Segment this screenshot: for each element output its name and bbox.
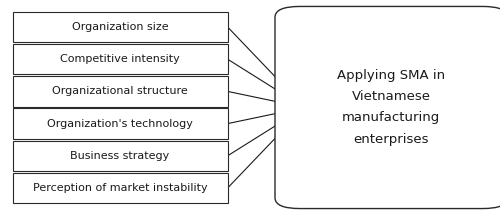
FancyBboxPatch shape	[12, 12, 228, 42]
Text: Applying SMA in
Vietnamese
manufacturing
enterprises: Applying SMA in Vietnamese manufacturing…	[337, 69, 446, 146]
FancyBboxPatch shape	[12, 141, 228, 171]
Text: Business strategy: Business strategy	[70, 151, 170, 161]
Text: Organization's technology: Organization's technology	[47, 119, 193, 129]
Text: Perception of market instability: Perception of market instability	[32, 183, 208, 193]
FancyBboxPatch shape	[12, 173, 228, 203]
FancyBboxPatch shape	[12, 76, 228, 107]
FancyBboxPatch shape	[275, 6, 500, 209]
Text: Competitive intensity: Competitive intensity	[60, 54, 180, 64]
Text: Organization size: Organization size	[72, 22, 168, 32]
Text: Organizational structure: Organizational structure	[52, 86, 188, 96]
FancyBboxPatch shape	[12, 108, 228, 139]
FancyBboxPatch shape	[12, 44, 228, 74]
